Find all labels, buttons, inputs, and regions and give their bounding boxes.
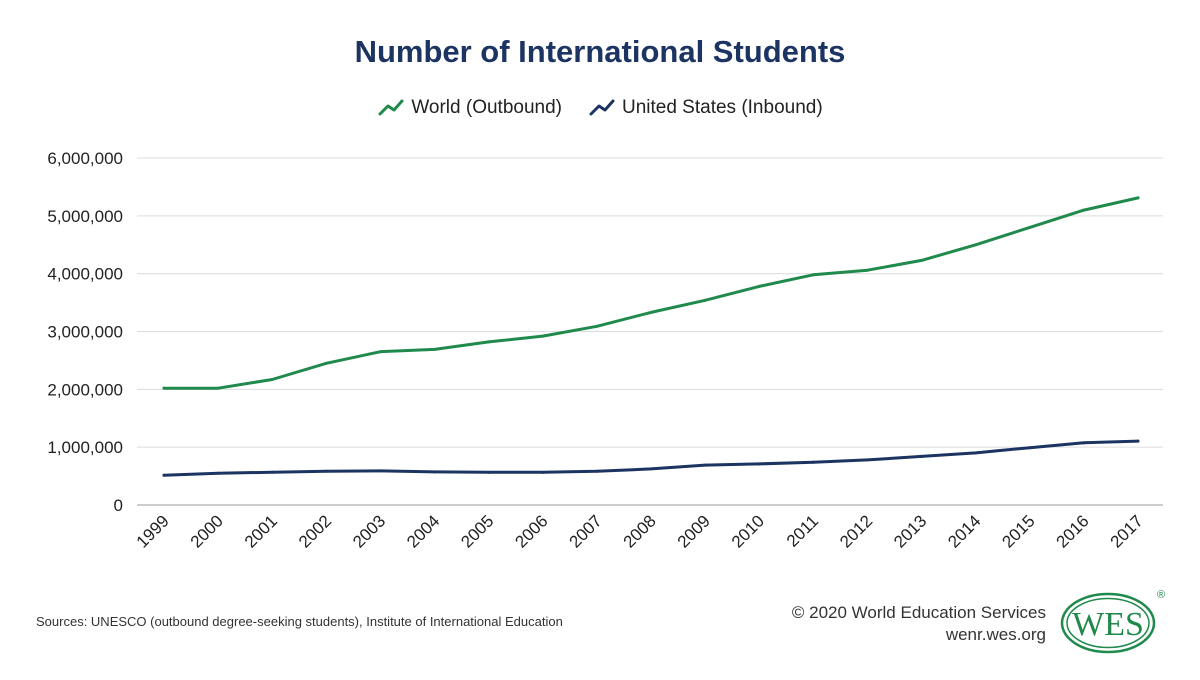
data-point <box>487 470 491 474</box>
data-point <box>324 469 328 473</box>
legend-line-icon-world <box>378 99 404 116</box>
data-point <box>649 467 653 471</box>
chart-title: Number of International Students <box>354 34 846 69</box>
data-point <box>974 451 978 455</box>
copyright-block: © 2020 World Education Services wenr.wes… <box>792 602 1046 646</box>
data-point <box>216 386 220 390</box>
data-point <box>974 243 978 247</box>
x-tick-label: 2011 <box>783 511 822 550</box>
legend-label-us: United States (Inbound) <box>621 97 823 118</box>
data-point <box>757 284 761 288</box>
data-point <box>324 361 328 365</box>
data-point <box>162 473 166 477</box>
x-tick-label: 2016 <box>1053 511 1093 551</box>
x-tick-label: 2004 <box>403 511 443 551</box>
data-point <box>811 273 815 277</box>
legend-item-us: United States (Inbound) <box>588 97 823 119</box>
data-point <box>595 324 599 328</box>
x-tick-label: 2001 <box>241 511 281 551</box>
data-point <box>216 471 220 475</box>
x-tick-label: 2015 <box>998 511 1038 551</box>
logo-text: WES <box>1072 606 1144 643</box>
data-point <box>811 460 815 464</box>
data-point <box>270 378 274 382</box>
x-tick-label: 2002 <box>295 511 335 551</box>
x-tick-label: 2006 <box>511 511 551 551</box>
source-note: Sources: UNESCO (outbound degree-seeking… <box>36 614 563 629</box>
legend-item-world: World (Outbound) <box>377 97 562 119</box>
y-tick-label: 1,000,000 <box>47 438 123 457</box>
data-point <box>162 386 166 390</box>
data-point <box>1028 446 1032 450</box>
data-point <box>1082 441 1086 445</box>
data-point <box>703 463 707 467</box>
y-tick-label: 0 <box>114 496 123 515</box>
x-tick-label: 2012 <box>836 511 876 551</box>
logo-registered-mark: ® <box>1157 589 1165 601</box>
website-link[interactable]: wenr.wes.org <box>945 625 1046 644</box>
x-tick-label: 2003 <box>349 511 389 551</box>
legend-label-world: World (Outbound) <box>411 97 562 118</box>
legend-line-icon-us <box>589 99 615 116</box>
data-point <box>703 298 707 302</box>
x-tick-label: 2014 <box>944 511 984 551</box>
data-point <box>433 347 437 351</box>
copyright-text: © 2020 World Education Services <box>791 603 1046 622</box>
data-point <box>270 470 274 474</box>
y-tick-label: 2,000,000 <box>47 380 123 399</box>
x-tick-label: 2000 <box>187 511 227 551</box>
x-tick-label: 2010 <box>728 511 768 551</box>
x-tick-label: 2017 <box>1107 511 1147 551</box>
data-point <box>541 334 545 338</box>
data-point <box>920 258 924 262</box>
x-tick-label: 2008 <box>620 511 660 551</box>
data-point <box>649 310 653 314</box>
data-point <box>865 268 869 272</box>
y-tick-label: 5,000,000 <box>47 207 123 226</box>
x-tick-label: 2007 <box>566 511 606 551</box>
line-chart: 0 1,000,000 2,000,000 3,000,000 4,000,000 5,0… <box>47 149 1163 552</box>
wes-logo: WES ® <box>1060 589 1165 654</box>
data-point <box>1136 439 1140 443</box>
data-point <box>1082 208 1086 212</box>
data-point <box>1136 196 1140 200</box>
data-point <box>541 470 545 474</box>
data-point <box>595 469 599 473</box>
y-tick-label: 3,000,000 <box>47 323 123 342</box>
data-point <box>865 458 869 462</box>
series-line-0 <box>162 196 1140 390</box>
x-tick-label: 1999 <box>133 511 173 551</box>
x-tick-label: 2005 <box>457 511 497 551</box>
data-point <box>920 454 924 458</box>
x-tick-label: 2013 <box>890 511 930 551</box>
data-point <box>433 470 437 474</box>
y-tick-label: 6,000,000 <box>47 149 123 168</box>
x-tick-label: 2009 <box>674 511 714 551</box>
data-point <box>1028 225 1032 229</box>
data-point <box>378 350 382 354</box>
data-point <box>487 340 491 344</box>
data-point <box>378 469 382 473</box>
data-point <box>757 462 761 466</box>
y-tick-label: 4,000,000 <box>47 265 123 284</box>
legend: World (Outbound) United States (Inbound) <box>0 97 1200 119</box>
